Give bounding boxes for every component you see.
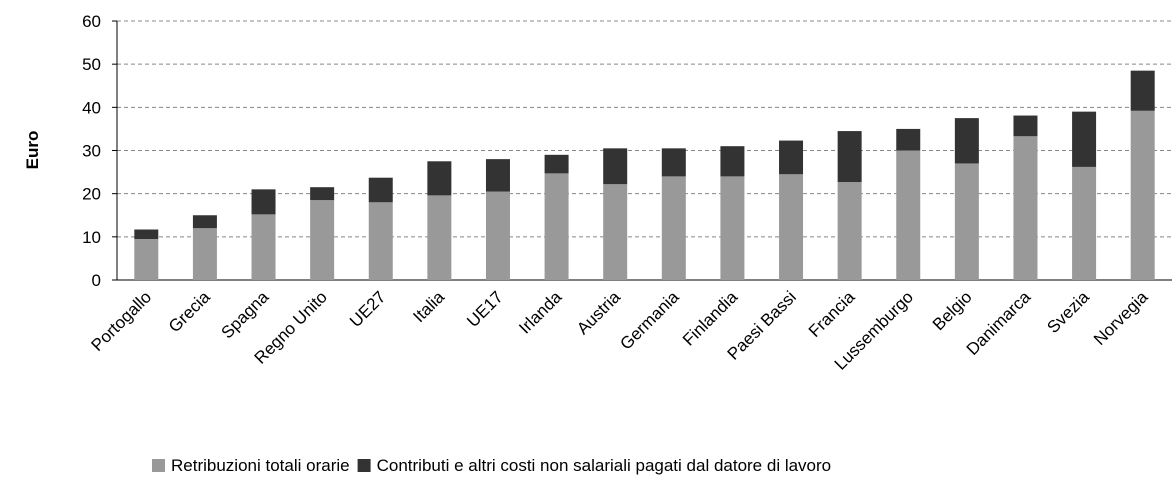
bar-segment xyxy=(485,159,510,192)
bar-segment xyxy=(720,146,745,177)
x-tick-label: Svezia xyxy=(1043,287,1093,337)
x-tick-label: Italia xyxy=(409,287,448,326)
x-tick-label: Danimarca xyxy=(963,287,1035,359)
bar-segment xyxy=(544,154,569,174)
y-tick-label: 0 xyxy=(92,271,101,290)
y-tick-label: 50 xyxy=(82,55,101,74)
bar-segment xyxy=(1072,166,1097,280)
bar-segment xyxy=(896,150,921,280)
bar-segment xyxy=(1013,115,1038,137)
bar-segment xyxy=(1013,136,1038,280)
legend-swatch xyxy=(152,459,165,472)
y-tick-label: 40 xyxy=(82,98,101,117)
x-tick-label: Austria xyxy=(573,287,624,338)
bar-segment xyxy=(954,118,979,164)
legend-swatch xyxy=(357,459,371,472)
x-tick-label: Belgio xyxy=(929,287,976,334)
bar-segment xyxy=(192,215,217,229)
bar-segment xyxy=(310,200,335,280)
bar-segment xyxy=(192,228,217,280)
bar-segment xyxy=(779,174,804,280)
bar-segment xyxy=(427,195,452,280)
bar-segment xyxy=(427,161,452,196)
x-tick-label: UE27 xyxy=(346,287,390,331)
bar-segment xyxy=(837,131,862,183)
bar-segment xyxy=(1130,70,1155,111)
y-tick-label: 20 xyxy=(82,185,101,204)
bar-segment xyxy=(1072,111,1097,167)
x-tick-label: Spagna xyxy=(217,287,272,342)
y-axis-label: Euro xyxy=(23,131,42,170)
y-tick-label: 60 xyxy=(82,12,101,31)
bar-segment xyxy=(661,176,686,280)
bar-segment xyxy=(603,148,628,185)
bar-segment xyxy=(896,128,921,151)
bar-segment xyxy=(720,176,745,280)
legend-label: Contributi e altri costi non salariali p… xyxy=(377,456,832,475)
x-tick-label: Norvegia xyxy=(1090,287,1152,349)
bar-segment xyxy=(134,238,159,280)
bar-segment xyxy=(1130,110,1155,280)
bar-segment xyxy=(485,191,510,280)
bar-segment xyxy=(837,182,862,280)
x-tick-label: Grecia xyxy=(165,287,214,336)
bar-segment xyxy=(134,229,159,239)
bar-segment xyxy=(603,184,628,280)
x-tick-label: Germania xyxy=(616,287,683,354)
y-tick-label: 10 xyxy=(82,228,101,247)
y-tick-label: 30 xyxy=(82,142,101,161)
x-tick-label: Francia xyxy=(805,287,859,341)
x-tick-label: Irlanda xyxy=(515,287,566,338)
legend-label: Retribuzioni totali orarie xyxy=(171,456,350,475)
bar-segment xyxy=(544,173,569,280)
x-tick-label: Portogallo xyxy=(88,287,156,355)
bar-segment xyxy=(954,163,979,280)
x-tick-label: UE17 xyxy=(463,287,507,331)
bar-segment xyxy=(251,189,276,215)
bar-segment xyxy=(251,214,276,280)
bar-segment xyxy=(368,177,393,203)
bar-segment xyxy=(661,148,686,177)
bar-segment xyxy=(310,187,335,201)
bar-segment xyxy=(368,202,393,280)
bar-segment xyxy=(779,140,804,175)
